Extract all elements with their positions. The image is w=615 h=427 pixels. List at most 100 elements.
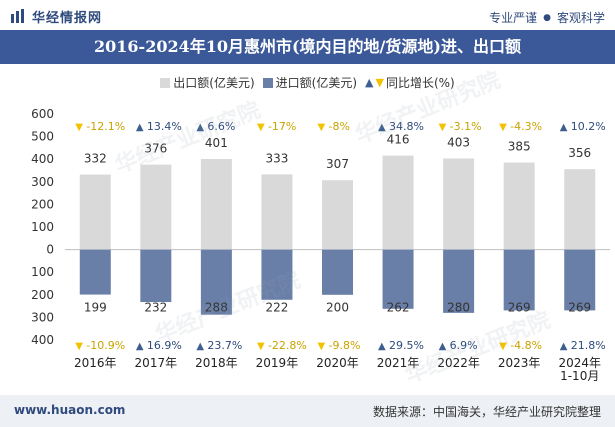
legend-import-swatch [262, 77, 273, 88]
x-tick-label: 2022年 [437, 356, 480, 370]
export-value-label: 333 [265, 151, 288, 165]
export-bar [564, 169, 596, 250]
export-value-label: 307 [326, 157, 349, 171]
growth-up-icon: ▲ [196, 341, 204, 352]
export-bar [382, 155, 414, 250]
import-growth-label: 6.9% [450, 339, 478, 352]
growth-up-icon: ▲ [378, 341, 386, 352]
import-value-label: 222 [265, 301, 288, 315]
growth-down-icon: ▼ [439, 122, 447, 133]
legend-export[interactable]: 出口额(亿美元) [160, 74, 255, 91]
export-value-label: 376 [144, 142, 167, 156]
footer-source: 数据来源：中国海关，华经产业研究院整理 [372, 405, 601, 419]
brand-logo-icon [11, 9, 24, 23]
import-growth-label: 23.7% [207, 339, 242, 352]
export-growth-label: 10.2% [571, 120, 606, 133]
triangle-up-icon: ▲ [365, 76, 374, 89]
y-tick-label: 400 [31, 152, 54, 166]
export-growth-label: -3.1% [450, 120, 482, 133]
legend-import-label: 进口额(亿美元) [275, 76, 358, 90]
export-growth-label: -8% [329, 120, 350, 133]
legend-growth[interactable]: ▲ ▼ 同比增长(%) [365, 74, 455, 91]
import-value-label: 232 [144, 301, 167, 315]
import-bar [79, 249, 111, 295]
export-growth-label: 13.4% [147, 120, 182, 133]
import-value-label: 288 [205, 301, 228, 315]
growth-up-icon: ▲ [378, 122, 386, 133]
export-bar [140, 164, 172, 250]
import-growth-label: -22.8% [268, 339, 307, 352]
import-value-label: 280 [447, 301, 470, 315]
y-tick-label: 100 [31, 220, 54, 234]
growth-down-icon: ▼ [75, 122, 83, 133]
export-bar [443, 158, 475, 250]
footer-url[interactable]: www.huaon.com [14, 403, 126, 417]
growth-down-icon: ▼ [318, 341, 326, 352]
export-growth-label: -4.3% [510, 120, 542, 133]
footer: www.huaon.com 数据来源：中国海关，华经产业研究院整理 [0, 395, 615, 427]
growth-up-icon: ▲ [560, 341, 568, 352]
import-growth-label: 16.9% [147, 339, 182, 352]
import-value-label: 199 [84, 301, 107, 315]
brand-name: 华经情报网 [32, 10, 103, 26]
growth-up-icon: ▲ [136, 341, 144, 352]
slogan-separator: ● [543, 12, 551, 23]
import-bar [382, 249, 414, 309]
legend-import[interactable]: 进口额(亿美元) [262, 74, 358, 91]
y-tick-label: 400 [31, 333, 54, 347]
export-growth-label: 34.8% [389, 120, 424, 133]
growth-down-icon: ▼ [499, 122, 507, 133]
import-bar [564, 249, 596, 311]
import-growth-label: -10.9% [86, 339, 125, 352]
brand-logo[interactable]: 华经情报网 [10, 7, 103, 26]
export-bar [200, 158, 232, 250]
legend-growth-label: 同比增长(%) [385, 76, 455, 90]
growth-down-icon: ▼ [75, 341, 83, 352]
export-value-label: 356 [568, 146, 591, 160]
import-value-label: 269 [568, 301, 591, 315]
import-bar [140, 249, 172, 303]
export-growth-label: -17% [268, 120, 296, 133]
import-value-label: 269 [508, 301, 531, 315]
chart-legend: 出口额(亿美元) 进口额(亿美元) ▲ ▼ 同比增长(%) [0, 74, 615, 91]
x-tick-label: 2017年 [135, 356, 178, 370]
import-growth-label: 29.5% [389, 339, 424, 352]
y-tick-label: 300 [31, 175, 54, 189]
x-tick-label: 2024年 [558, 356, 601, 370]
export-growth-label: -12.1% [86, 120, 125, 133]
y-tick-label: 200 [31, 197, 54, 211]
slogan-right: 客观科学 [556, 11, 605, 25]
growth-up-icon: ▲ [560, 122, 568, 133]
growth-down-icon: ▼ [318, 122, 326, 133]
growth-down-icon: ▼ [257, 341, 265, 352]
import-growth-label: -9.8% [329, 339, 361, 352]
growth-up-icon: ▲ [439, 341, 447, 352]
export-value-label: 332 [84, 152, 107, 166]
export-value-label: 401 [205, 136, 228, 150]
import-bar [322, 249, 353, 295]
export-bar [79, 174, 111, 250]
growth-down-icon: ▼ [499, 341, 507, 352]
import-bar [200, 249, 232, 315]
y-tick-label: 200 [31, 288, 54, 302]
export-growth-label: 6.6% [207, 120, 235, 133]
import-growth-label: 21.8% [571, 339, 606, 352]
y-tick-label: 0 [46, 243, 54, 257]
import-value-label: 262 [387, 301, 410, 315]
x-tick-label: 1-10月 [560, 369, 599, 383]
slogan: 专业严谨 ● 客观科学 [489, 9, 605, 26]
x-tick-label: 2020年 [316, 356, 359, 370]
growth-up-icon: ▲ [196, 122, 204, 133]
x-tick-label: 2016年 [74, 356, 117, 370]
y-tick-label: 500 [31, 130, 54, 144]
legend-export-label: 出口额(亿美元) [173, 76, 255, 90]
export-value-label: 416 [387, 133, 410, 147]
x-tick-label: 2019年 [256, 356, 299, 370]
x-tick-label: 2021年 [377, 356, 420, 370]
import-value-label: 200 [326, 301, 349, 315]
export-bar [503, 162, 535, 250]
legend-export-swatch [160, 77, 171, 88]
slogan-left: 专业严谨 [489, 11, 538, 25]
export-bar [322, 180, 353, 250]
